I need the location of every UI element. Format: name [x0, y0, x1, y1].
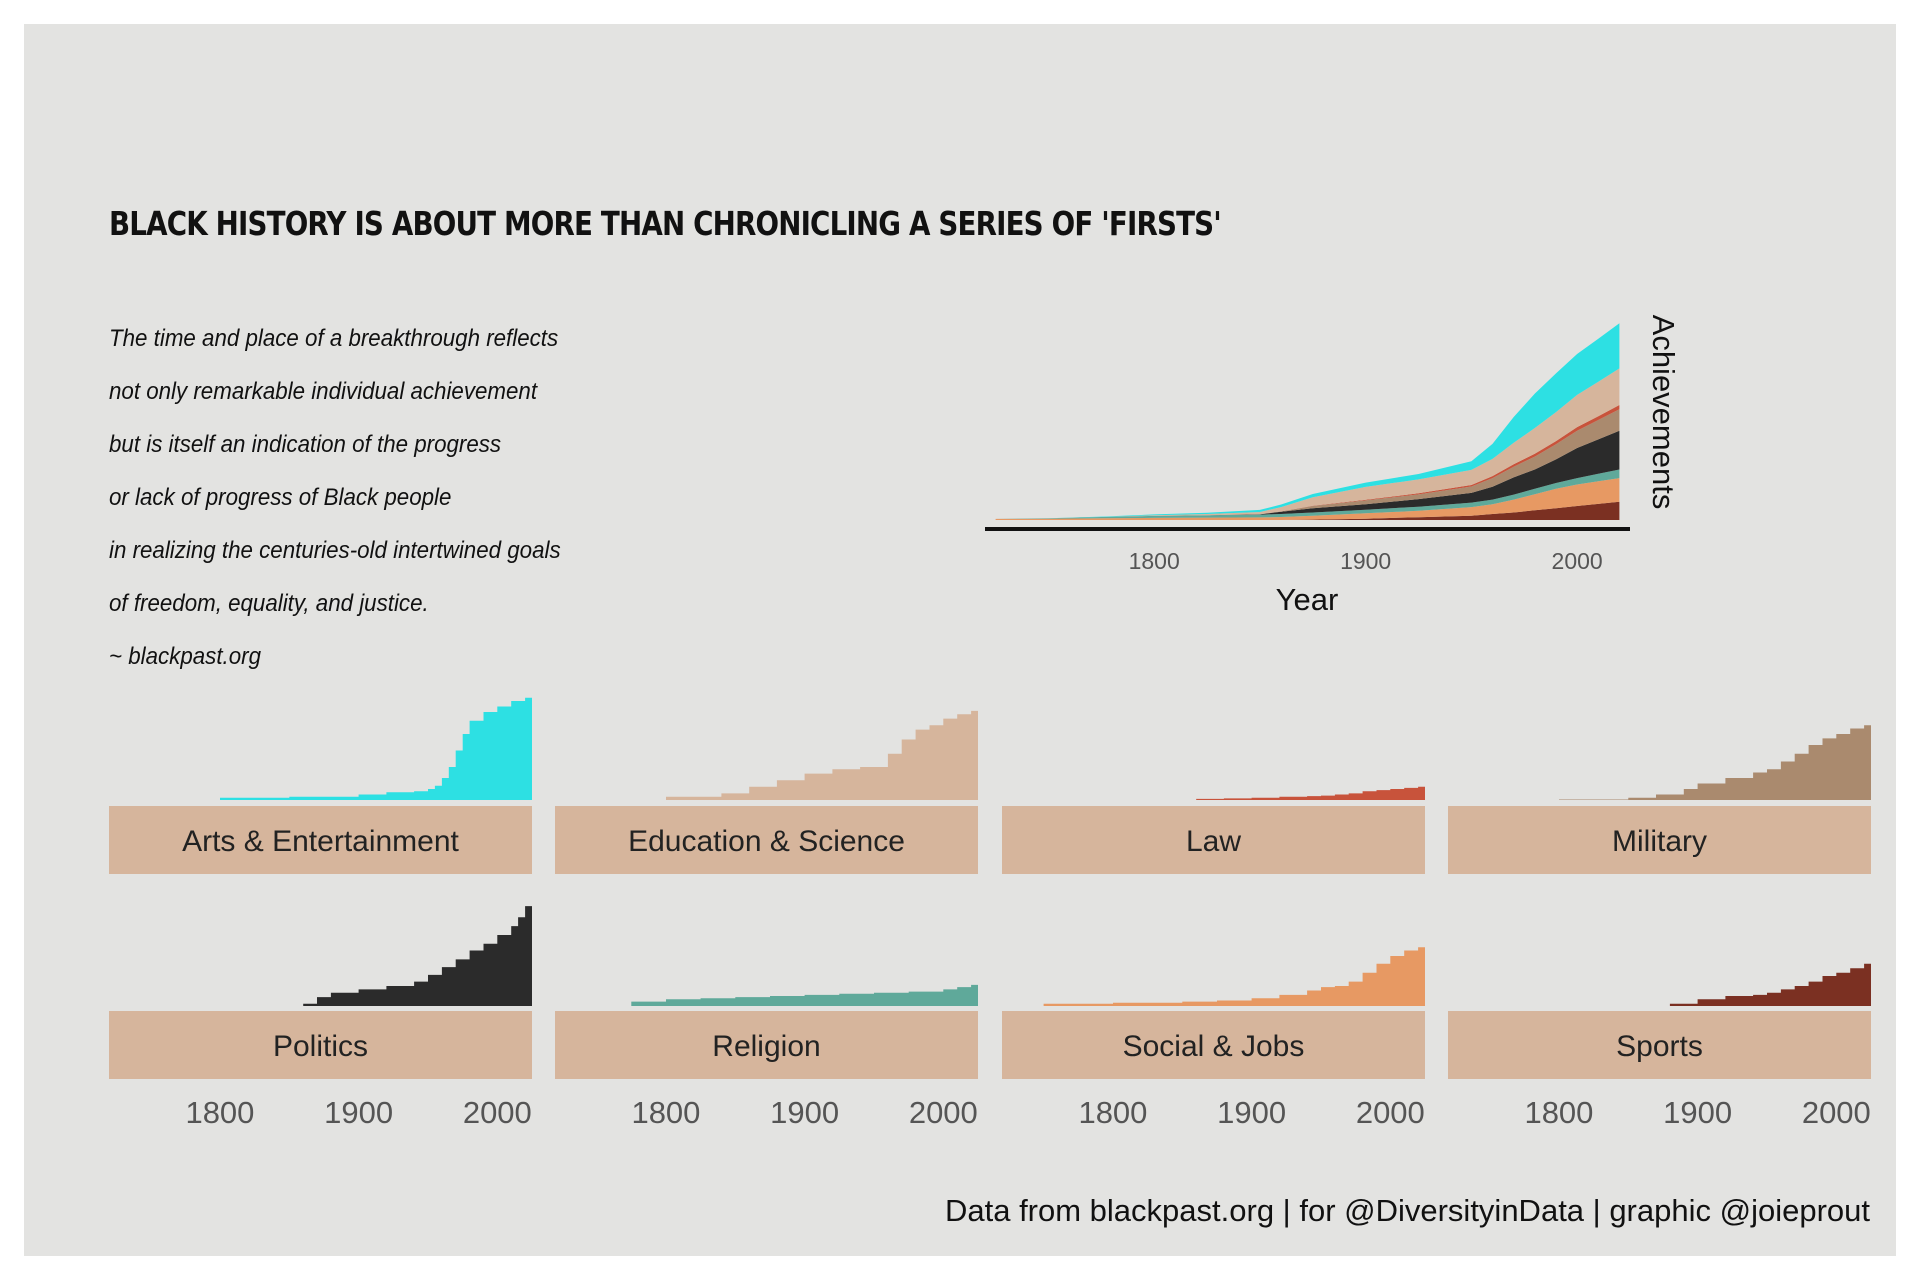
- facet-area-law: [1168, 786, 1425, 800]
- facet-education-and-science: Education & Science: [555, 709, 978, 874]
- y-axis-label: Achievements: [1646, 315, 1681, 510]
- x-tick-label: 1800: [1129, 548, 1180, 574]
- facet-strip-label: Arts & Entertainment: [182, 825, 459, 858]
- area-series-religion: [995, 469, 1620, 519]
- facet-area-arts-and-entertainment: [150, 690, 532, 800]
- facet-x-tick-label: 2000: [1356, 1095, 1425, 1130]
- facet-religion: Religion 1800 1900 2000: [555, 983, 978, 1130]
- facet-area-religion: [596, 983, 978, 1006]
- facet-strip-label: Military: [1612, 825, 1707, 858]
- facet-x-tick-label: 2000: [1802, 1095, 1871, 1130]
- facet-x-tick-label: 1900: [324, 1095, 393, 1130]
- facet-strip: [1448, 806, 1871, 874]
- subtitle-quote: The time and place of a breakthrough ref…: [109, 312, 595, 683]
- facet-arts-and-entertainment: Arts & Entertainment: [109, 690, 532, 874]
- facet-strip: [109, 806, 532, 874]
- facet-x-tick-label: 1800: [1524, 1095, 1593, 1130]
- facet-x-tick-label: 2000: [463, 1095, 532, 1130]
- area-series-sports: [995, 501, 1620, 520]
- facet-sports: Sports 1800 1900 2000: [1448, 961, 1871, 1130]
- facet-strip: [1448, 1011, 1871, 1079]
- facet-area-sports: [1656, 961, 1871, 1006]
- facet-x-tick-label: 1900: [1663, 1095, 1732, 1130]
- facet-strip-label: Politics: [273, 1030, 368, 1063]
- facet-social-and-jobs: Social & Jobs 1800 1900 2000: [1002, 945, 1425, 1130]
- facet-strip: [109, 1011, 532, 1079]
- facet-strip-label: Sports: [1616, 1030, 1703, 1063]
- facet-area-social-and-jobs: [1022, 945, 1425, 1006]
- facet-x-tick-label: 1900: [1217, 1095, 1286, 1130]
- facet-strip: [555, 1011, 978, 1079]
- facet-x-tick-label: 1800: [631, 1095, 700, 1130]
- area-series-politics: [995, 430, 1620, 519]
- x-axis-label: Year: [1276, 582, 1339, 617]
- facet-area-education-and-science: [596, 709, 978, 800]
- facet-x-tick-label: 1900: [770, 1095, 839, 1130]
- facet-strip-label: Education & Science: [628, 825, 905, 858]
- facet-strip-label: Religion: [712, 1030, 820, 1063]
- facet-x-tick-label: 1800: [1078, 1095, 1147, 1130]
- caption: Data from blackpast.org | for @Diversity…: [944, 1193, 1870, 1228]
- area-series-arts-and-entertainment: [995, 323, 1620, 519]
- subtitle-line: not only remarkable individual achieveme…: [109, 378, 538, 405]
- facet-x-tick-label: 1800: [185, 1095, 254, 1130]
- facet-politics: Politics 1800 1900 2000: [109, 900, 532, 1130]
- facet-strip: [1002, 1011, 1425, 1079]
- area-series-military: [995, 409, 1620, 519]
- subtitle-line: or lack of progress of Black people: [109, 484, 452, 511]
- subtitle-source: ~ blackpast.org: [109, 643, 261, 670]
- facet-strip: [555, 806, 978, 874]
- facet-military: Military: [1448, 723, 1871, 874]
- subtitle-line: The time and place of a breakthrough ref…: [109, 325, 559, 352]
- facet-strip-label: Law: [1186, 825, 1241, 858]
- facet-strip-label: Social & Jobs: [1123, 1030, 1305, 1063]
- stacked-area-series-group: [995, 323, 1620, 520]
- facet-law: Law: [1002, 786, 1425, 874]
- subtitle-line: in realizing the centuries-old intertwin…: [109, 537, 561, 564]
- subtitle-line: of freedom, equality, and justice.: [109, 590, 429, 617]
- facet-x-tick-label: 2000: [909, 1095, 978, 1130]
- x-tick-labels: 1800 1900 2000: [1129, 548, 1603, 574]
- facet-area-military: [1489, 723, 1871, 800]
- chart-title: BLACK HISTORY IS ABOUT MORE THAN CHRONIC…: [109, 204, 1222, 243]
- x-tick-label: 2000: [1552, 548, 1603, 574]
- subtitle-line: but is itself an indication of the progr…: [109, 431, 502, 458]
- area-series-social-and-jobs: [995, 478, 1620, 520]
- area-series-education-and-science: [995, 368, 1620, 519]
- facet-strip: [1002, 806, 1425, 874]
- x-tick-label: 1900: [1340, 548, 1391, 574]
- facet-area-politics: [289, 900, 532, 1006]
